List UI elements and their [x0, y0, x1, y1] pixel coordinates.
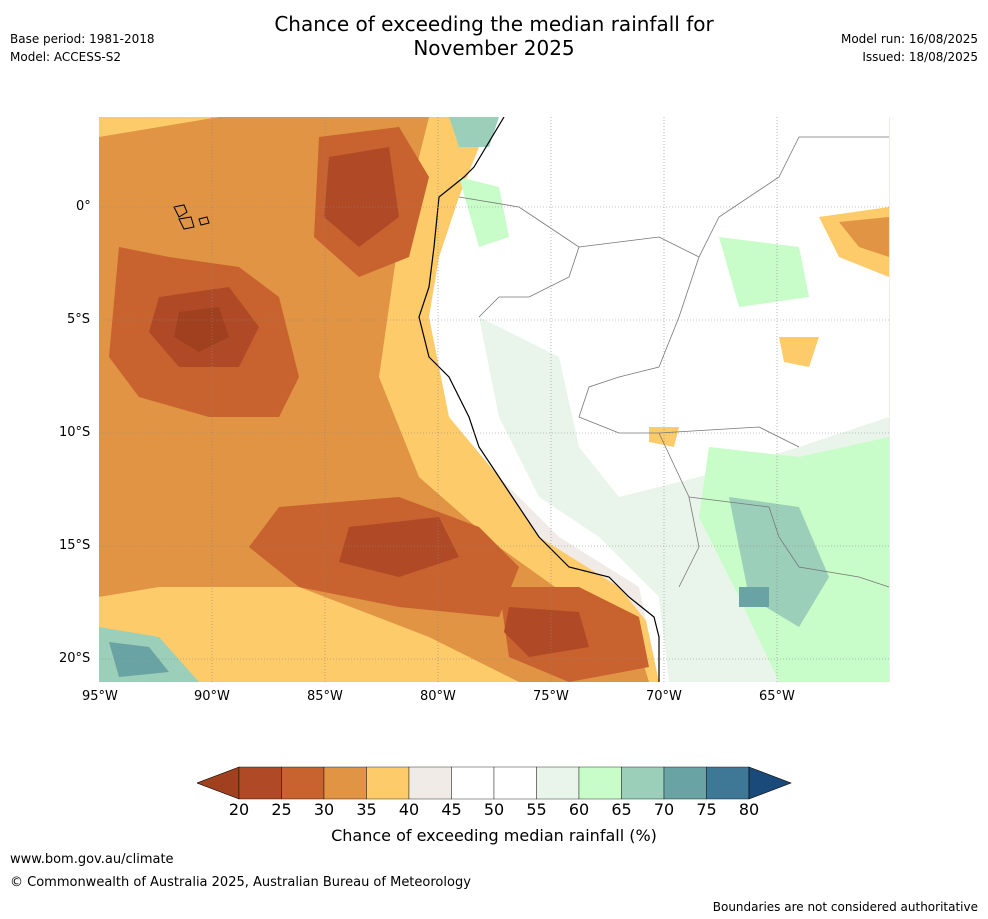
colorbar-cell — [451, 766, 495, 800]
lon-label-70w: 70°W — [646, 689, 682, 704]
coastline — [418, 117, 660, 682]
lon-label-90w: 90°W — [194, 689, 230, 704]
colorbar-tick-label: 60 — [568, 800, 590, 819]
lat-label-20s: 20°S — [59, 651, 91, 666]
country-borders — [458, 136, 890, 588]
lon-label-85w: 85°W — [307, 689, 343, 704]
lat-label-10s: 10°S — [59, 425, 91, 440]
colorbar-tick-label: 65 — [611, 800, 632, 819]
colorbar-cell — [493, 766, 537, 800]
colorbar-ticks: 20 25 30 35 40 45 50 55 60 65 70 75 80 — [0, 800, 988, 820]
colorbar-tick-label: 80 — [738, 800, 760, 819]
land-wet-70-75 — [739, 587, 769, 607]
rainfall-map — [99, 117, 890, 682]
colorbar-cell — [238, 766, 282, 800]
colorbar-tick-label: 20 — [228, 800, 250, 819]
colorbar-label: Chance of exceeding median rainfall (%) — [331, 826, 657, 845]
footer-copyright: © Commonwealth of Australia 2025, Austra… — [10, 875, 471, 890]
lon-label-80w: 80°W — [420, 689, 456, 704]
colorbar-cell — [706, 766, 750, 800]
colorbar-cell — [536, 766, 580, 800]
colorbar-tick-label: 45 — [441, 800, 462, 819]
colorbar-tick-label: 40 — [398, 800, 420, 819]
colorbar-tick-label: 30 — [313, 800, 335, 819]
colorbar-tick-label: 25 — [271, 800, 292, 819]
lat-label-0: 0° — [76, 199, 91, 214]
lat-label-15s: 15°S — [59, 538, 91, 553]
colorbar-cell — [323, 766, 367, 800]
colorbar-tick-label: 75 — [696, 800, 717, 819]
model-name: Model: ACCESS-S2 — [10, 50, 122, 64]
colorbar-cell — [621, 766, 665, 800]
southwest-wet-core — [109, 642, 169, 677]
colorbar-tick-label: 35 — [356, 800, 377, 819]
ocean-dry-core-under-20 — [174, 307, 229, 352]
colorbar-arrow-low — [197, 766, 240, 800]
colorbar — [197, 766, 792, 800]
colorbar-cell — [663, 766, 707, 800]
lon-label-75w: 75°W — [533, 689, 569, 704]
colorbar-cell — [408, 766, 452, 800]
footer-url[interactable]: www.bom.gov.au/climate — [10, 852, 174, 867]
colorbar-cell — [281, 766, 325, 800]
map-title: Chance of exceeding the median rainfall … — [0, 12, 988, 60]
land-wet-65-70 — [449, 117, 829, 627]
colorbar-tick-label: 70 — [653, 800, 675, 819]
colorbar-tick-label: 55 — [526, 800, 547, 819]
ocean-dry-core-20-25 — [149, 147, 589, 657]
ocean-dry-band-30-35 — [99, 117, 649, 682]
lon-label-95w: 95°W — [82, 689, 118, 704]
east-dry-patch-2 — [839, 217, 889, 257]
lon-label-65w: 65°W — [759, 689, 795, 704]
model-run: Model run: 16/08/2025 — [840, 32, 978, 46]
lat-label-5s: 5°S — [67, 312, 91, 327]
colorbar-cell — [366, 766, 410, 800]
colorbar-cell — [578, 766, 622, 800]
colorbar-tick-label: 50 — [483, 800, 505, 819]
footer-disclaimer: Boundaries are not considered authoritat… — [712, 900, 978, 914]
title-line-1: Chance of exceeding the median rainfall … — [274, 12, 714, 36]
gridlines — [99, 117, 890, 682]
title-line-2: November 2025 — [413, 36, 575, 60]
galapagos-islands — [173, 204, 210, 230]
colorbar-arrow-high — [748, 766, 792, 800]
issued-date: Issued: 18/08/2025 — [862, 50, 978, 64]
base-period: Base period: 1981-2018 — [10, 32, 155, 46]
